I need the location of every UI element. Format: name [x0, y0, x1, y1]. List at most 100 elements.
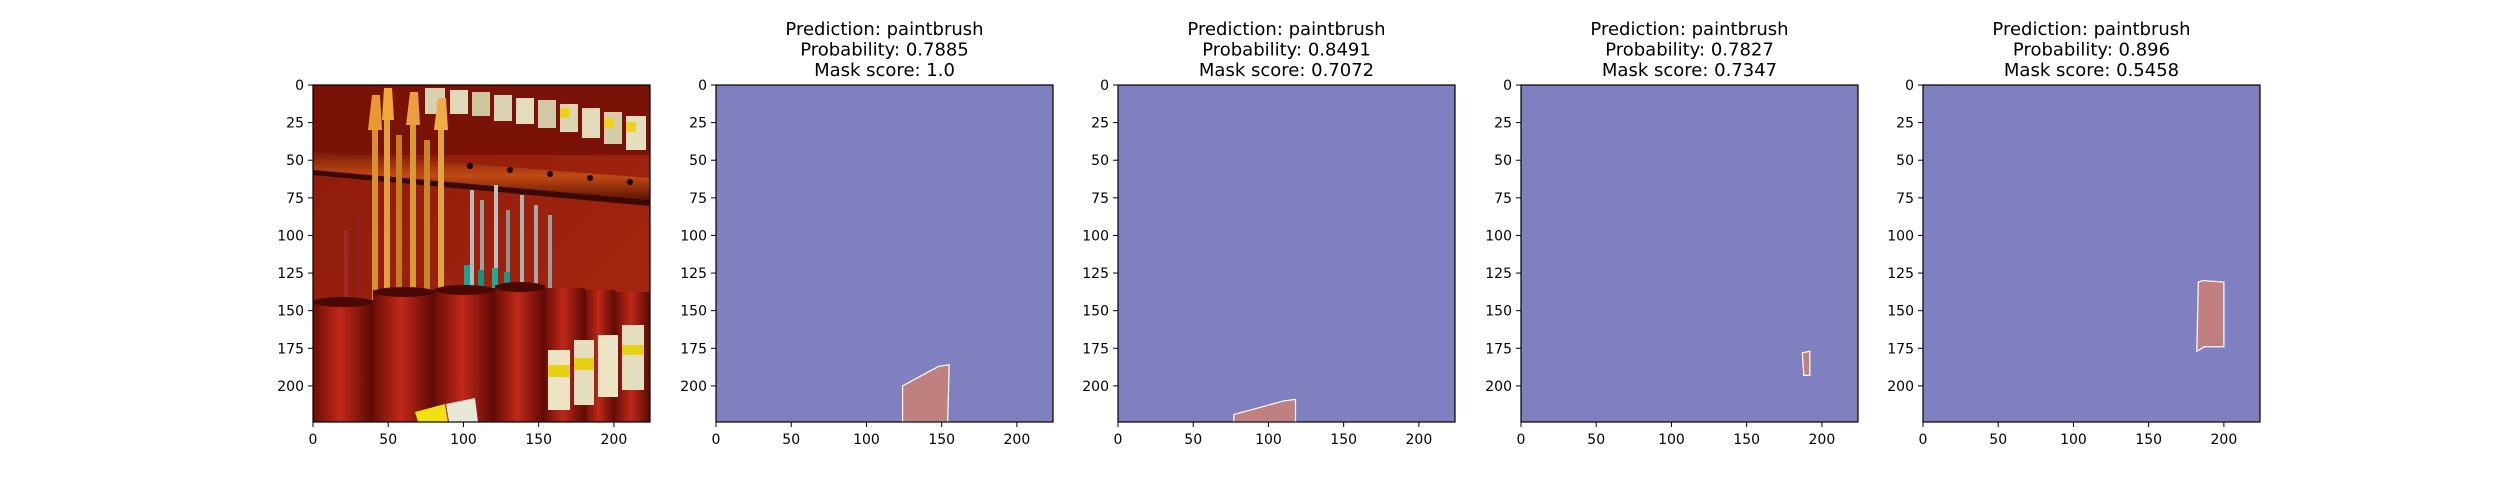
- photo-brushes: [344, 88, 552, 300]
- photo-shelf-holes: [467, 163, 633, 185]
- panel-title-line: Mask score: 0.7072: [1199, 60, 1374, 81]
- x-tick-label: 150: [1330, 432, 1357, 448]
- y-tick-label: 100: [1082, 228, 1109, 244]
- mask-background: [1118, 85, 1455, 422]
- x-tick-label: 50: [1989, 432, 2007, 448]
- panel-title-line: Prediction: paintbrush: [1590, 19, 1788, 40]
- x-tick-label: 100: [2060, 432, 2087, 448]
- y-tick-label: 175: [1887, 341, 1914, 357]
- y-tick-label: 150: [680, 304, 707, 320]
- y-tick-label: 25: [286, 116, 304, 132]
- y-tick-label: 125: [680, 266, 707, 282]
- mask-background: [1521, 85, 1858, 422]
- x-tick-label: 50: [1587, 432, 1605, 448]
- y-tick-label: 200: [1887, 379, 1914, 395]
- y-tick-label: 0: [698, 78, 707, 94]
- x-tick-label: 200: [601, 432, 628, 448]
- y-tick-label: 50: [286, 153, 304, 169]
- panel-title-line: Mask score: 0.7347: [1602, 60, 1777, 81]
- x-tick-label: 0: [1517, 432, 1526, 448]
- x-tick-label: 100: [853, 432, 880, 448]
- y-tick-label: 200: [277, 379, 304, 395]
- y-tick-label: 125: [1082, 266, 1109, 282]
- y-tick-label: 150: [1485, 304, 1512, 320]
- y-tick-label: 200: [680, 379, 707, 395]
- x-tick-label: 100: [1658, 432, 1685, 448]
- x-tick-label: 150: [928, 432, 955, 448]
- y-tick-label: 150: [277, 304, 304, 320]
- y-tick-label: 0: [1905, 78, 1914, 94]
- y-tick-label: 150: [1887, 304, 1914, 320]
- x-tick-label: 100: [450, 432, 477, 448]
- y-tick-label: 125: [277, 266, 304, 282]
- y-tick-label: 100: [277, 228, 304, 244]
- y-tick-label: 125: [1887, 266, 1914, 282]
- x-tick-label: 150: [1733, 432, 1760, 448]
- y-tick-label: 50: [689, 153, 707, 169]
- y-tick-label: 50: [1494, 153, 1512, 169]
- x-tick-label: 0: [309, 432, 318, 448]
- mask-background: [716, 85, 1053, 422]
- y-tick-label: 75: [1896, 191, 1914, 207]
- x-tick-label: 200: [1809, 432, 1836, 448]
- x-tick-label: 150: [2135, 432, 2162, 448]
- mask-frame: [1922, 84, 2261, 423]
- x-tick-label: 150: [525, 432, 552, 448]
- x-tick-label: 0: [1919, 432, 1928, 448]
- y-tick-label: 200: [1485, 379, 1512, 395]
- y-tick-label: 150: [1082, 304, 1109, 320]
- y-tick-label: 100: [680, 228, 707, 244]
- y-tick-label: 200: [1082, 379, 1109, 395]
- panel-title-line: Prediction: paintbrush: [785, 19, 983, 40]
- y-tick-label: 25: [1494, 116, 1512, 132]
- x-tick-label: 200: [1406, 432, 1433, 448]
- x-tick-label: 200: [2211, 432, 2238, 448]
- panel-title-line: Probability: 0.896: [2013, 40, 2170, 61]
- panel-title-line: Probability: 0.7827: [1605, 40, 1774, 61]
- y-tick-label: 175: [1082, 341, 1109, 357]
- photo: [313, 85, 650, 422]
- x-tick-label: 200: [1004, 432, 1031, 448]
- y-tick-label: 0: [295, 78, 304, 94]
- panel-title-line: Mask score: 0.5458: [2004, 60, 2179, 81]
- y-tick-label: 100: [1887, 228, 1914, 244]
- panel-title-line: Mask score: 1.0: [814, 60, 955, 81]
- mask-frame: [1117, 84, 1456, 423]
- y-tick-label: 25: [1896, 116, 1914, 132]
- panel-title-line: Prediction: paintbrush: [1992, 19, 2190, 40]
- x-tick-label: 0: [1114, 432, 1123, 448]
- y-tick-label: 175: [1485, 341, 1512, 357]
- photo-frame: [312, 84, 651, 423]
- y-tick-label: 175: [277, 341, 304, 357]
- x-tick-label: 50: [379, 432, 397, 448]
- x-tick-label: 100: [1255, 432, 1282, 448]
- y-tick-label: 175: [680, 341, 707, 357]
- panel-title-line: Prediction: paintbrush: [1187, 19, 1385, 40]
- mask-region: [1801, 350, 1811, 376]
- y-tick-label: 50: [1896, 153, 1914, 169]
- y-tick-label: 25: [689, 116, 707, 132]
- panel-title-line: Probability: 0.7885: [800, 40, 969, 61]
- mask-frame: [1520, 84, 1859, 423]
- y-tick-label: 75: [286, 191, 304, 207]
- y-tick-label: 75: [1494, 191, 1512, 207]
- mask-background: [1923, 85, 2260, 422]
- y-tick-label: 0: [1503, 78, 1512, 94]
- y-tick-label: 125: [1485, 266, 1512, 282]
- photo-labels-top: [313, 85, 650, 155]
- x-tick-label: 0: [712, 432, 721, 448]
- x-tick-label: 50: [782, 432, 800, 448]
- y-tick-label: 50: [1091, 153, 1109, 169]
- mask-frame: [715, 84, 1054, 423]
- y-tick-label: 75: [689, 191, 707, 207]
- panel-photo: 0 50 100 150 200 0 25 50 75 100 125 150 175 200: [277, 78, 651, 448]
- x-tick-label: 50: [1184, 432, 1202, 448]
- mask-region: [901, 364, 950, 423]
- y-tick-label: 0: [1100, 78, 1109, 94]
